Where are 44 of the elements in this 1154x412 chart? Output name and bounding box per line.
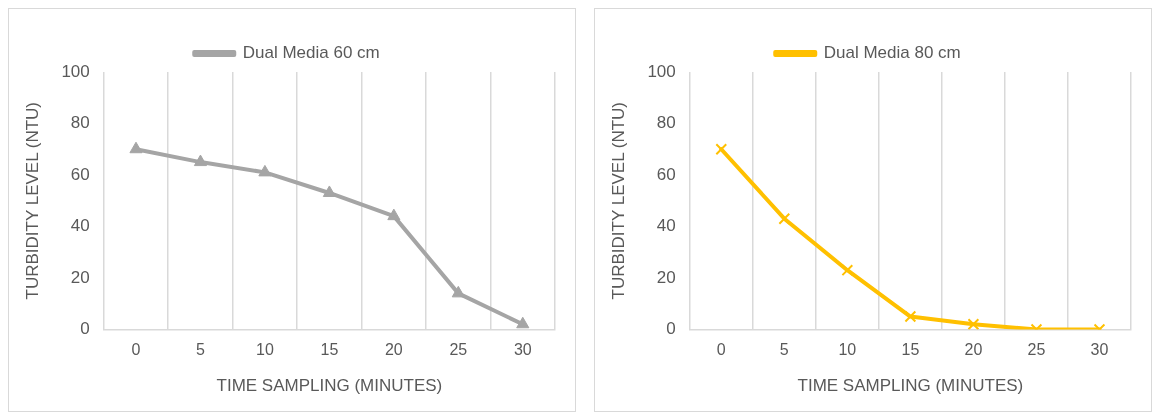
x-tick-label: 5 [779,341,789,359]
point [778,212,791,225]
x-tick-label: 0 [716,341,726,359]
y-tick-label: 100 [647,61,676,81]
x-tick-label: 10 [256,341,274,359]
point [967,318,980,330]
x-tick-label: 30 [1090,341,1109,359]
point [193,154,208,167]
legend-label: Dual Media 60 cm [242,43,380,63]
point [129,141,143,154]
x-tick-label: 20 [964,341,983,359]
point [451,285,465,298]
y-tick-label: 20 [70,267,90,287]
y-tick-label: 80 [70,113,90,133]
legend-label: Dual Media 80 cm [823,43,961,63]
point [841,264,854,277]
x-axis-title: TIME SAMPLING (MINUTES) [216,376,443,396]
point [715,143,728,156]
x-tick-label: 25 [1027,341,1046,359]
y-tick-label: 0 [666,319,676,339]
x-tick-label: 15 [901,341,920,359]
y-tick-label: 20 [656,267,676,287]
y-axis-title: TURBIDITY LEVEL (NTU) [608,101,628,300]
x-tick-label: 0 [131,341,141,359]
x-tick-label: 15 [320,341,339,359]
x-tick-label: 25 [449,341,468,359]
y-tick-label: 0 [80,319,90,339]
y-tick-label: 40 [656,216,676,236]
x-axis-title: TIME SAMPLING (MINUTES) [797,376,1024,396]
x-tick-label: 5 [196,341,205,359]
y-axis-title: TURBIDITY LEVEL (NTU) [22,101,42,300]
y-tick-label: 60 [70,164,90,184]
x-tick-label: 20 [384,341,403,359]
x-tick-label: 30 [513,341,532,359]
x-tick-label: 10 [838,341,857,359]
y-tick-label: 40 [70,216,90,236]
point [387,208,401,221]
y-tick-label: 60 [656,164,676,184]
point [322,185,336,197]
point [904,310,917,323]
point [258,164,272,177]
y-tick-label: 100 [61,61,90,81]
point [516,316,530,329]
y-tick-label: 80 [656,113,676,133]
